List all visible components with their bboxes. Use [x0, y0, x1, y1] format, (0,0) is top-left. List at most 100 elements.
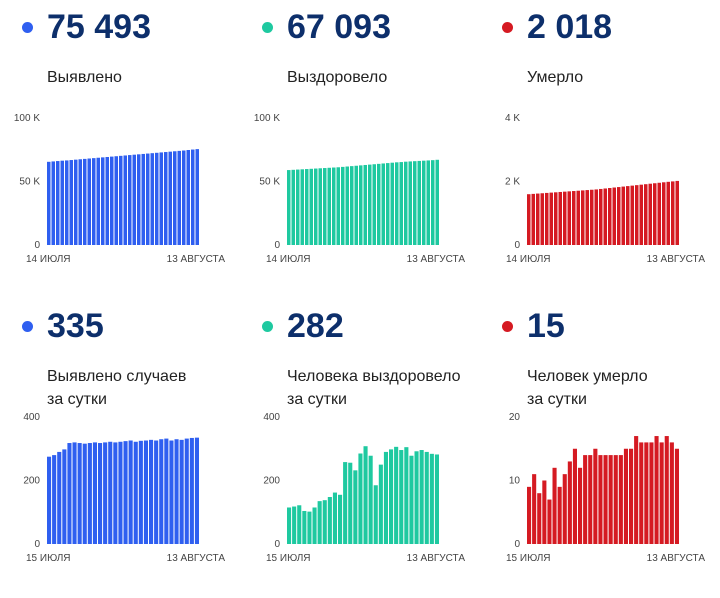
bar: [78, 159, 82, 245]
bar: [182, 150, 186, 245]
bar: [287, 507, 292, 544]
bar: [179, 439, 184, 544]
bar: [47, 456, 52, 544]
y-tick-label: 100 K: [254, 113, 280, 124]
bar: [65, 160, 69, 245]
bar: [390, 162, 394, 245]
bar: [155, 152, 159, 245]
bar: [338, 494, 343, 544]
bar: [603, 188, 607, 245]
bar: [177, 150, 181, 245]
bar: [51, 161, 55, 245]
panel-daily-detected: 335 Выявлено случаев за сутки 0 200 400 15 И…: [0, 299, 240, 598]
bar: [542, 480, 547, 544]
bar: [599, 188, 603, 245]
bar: [353, 470, 358, 544]
bar: [431, 160, 435, 245]
bar: [588, 455, 593, 544]
bar: [138, 440, 143, 544]
bar: [653, 183, 657, 245]
total-label: Выздоровело: [287, 66, 387, 89]
bar: [300, 169, 304, 245]
bar: [189, 437, 194, 544]
x-tick-label: 14 ИЮЛЯ: [506, 254, 551, 265]
total-label: Умерло: [527, 66, 583, 89]
bar: [563, 191, 567, 245]
bar: [545, 192, 549, 245]
bar: [581, 190, 585, 245]
bar: [613, 455, 618, 544]
bar: [57, 451, 62, 544]
bar: [101, 157, 105, 245]
daily-value: 282: [287, 307, 344, 345]
bar: [662, 182, 666, 245]
x-tick-label: 15 ИЮЛЯ: [506, 553, 551, 564]
bar: [608, 455, 613, 544]
bar: [413, 161, 417, 245]
bar: [648, 183, 652, 245]
bar: [164, 438, 169, 544]
bar: [87, 158, 91, 245]
bar: [554, 192, 558, 245]
bar: [292, 506, 297, 544]
bar: [634, 436, 639, 544]
y-tick-label: 0: [34, 539, 40, 550]
bar: [323, 168, 327, 245]
bar: [98, 443, 103, 544]
label-line-2: за сутки: [527, 391, 587, 408]
bar: [103, 442, 108, 544]
bar: [434, 454, 439, 544]
label-line-1: Человека выздоровело: [287, 368, 461, 385]
bar-chart: 0 200 400 15 ИЮЛЯ 13 АВГУСТА: [263, 412, 465, 564]
bar: [141, 153, 145, 245]
bar: [350, 166, 354, 245]
bar: [327, 167, 331, 245]
bar: [389, 449, 394, 544]
bar: [549, 192, 553, 245]
bar: [332, 492, 337, 544]
bar: [137, 154, 141, 245]
y-tick-label: 10: [509, 476, 521, 487]
total-value: 75 493: [47, 8, 151, 46]
panel-daily-recovered: 282 Человека выздоровело за сутки 0 200 400…: [240, 299, 480, 598]
x-tick-label: 13 АВГУСТА: [647, 254, 706, 265]
bar: [621, 186, 625, 245]
bar: [186, 150, 190, 245]
y-tick-label: 100 K: [14, 113, 40, 124]
bar: [74, 159, 78, 245]
bar: [119, 155, 123, 245]
bar: [567, 461, 572, 544]
status-dot-icon: [262, 321, 273, 332]
bar: [664, 436, 669, 544]
bar: [291, 169, 295, 245]
bar: [92, 158, 96, 245]
bar: [113, 442, 118, 544]
bar: [381, 163, 385, 245]
bar: [377, 163, 381, 245]
label-line-2: за сутки: [47, 391, 107, 408]
bar: [123, 155, 127, 245]
x-tick-label: 13 АВГУСТА: [647, 553, 706, 564]
bar: [671, 181, 675, 245]
bar: [169, 440, 174, 544]
y-tick-label: 0: [514, 240, 520, 251]
bar: [296, 169, 300, 245]
bar: [395, 162, 399, 245]
y-tick-label: 50 K: [19, 177, 40, 188]
bar: [562, 474, 567, 544]
bar: [359, 165, 363, 245]
bar: [77, 443, 82, 544]
bar: [585, 190, 589, 245]
y-tick-label: 4 K: [505, 113, 520, 124]
bar: [576, 190, 580, 245]
label-line-1: Выявлено: [47, 69, 122, 86]
bar-chart: 0 10 20 15 ИЮЛЯ 13 АВГУСТА: [506, 412, 706, 564]
bar: [540, 193, 544, 245]
status-dot-icon: [22, 22, 33, 33]
bar: [358, 453, 363, 544]
bar: [639, 184, 643, 245]
bar: [552, 467, 557, 544]
bar: [128, 155, 132, 245]
total-value: 2 018: [527, 8, 613, 46]
bar: [649, 442, 654, 544]
